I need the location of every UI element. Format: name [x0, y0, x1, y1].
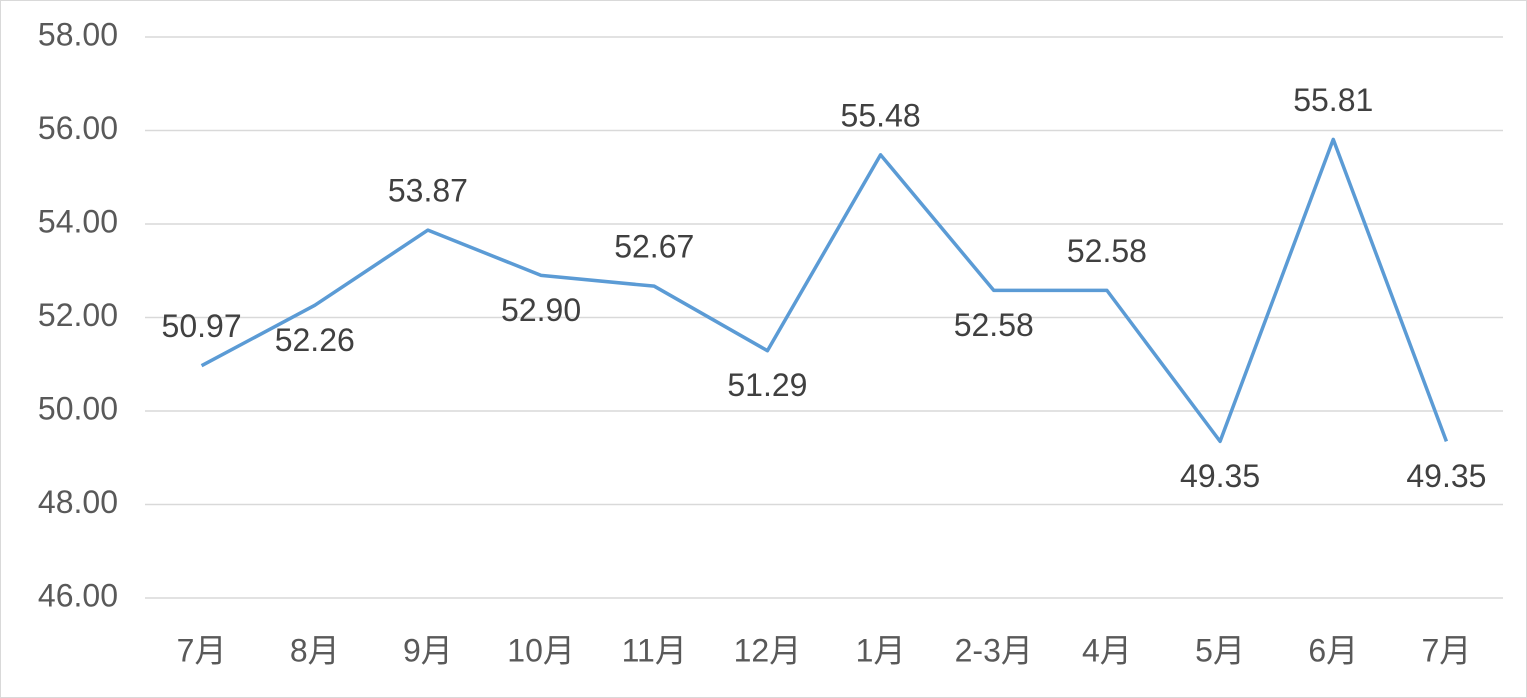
data-label: 52.90 [501, 292, 581, 328]
x-tick-label: 7月 [177, 632, 227, 668]
x-tick-label: 8月 [290, 632, 340, 668]
data-label: 51.29 [727, 367, 807, 403]
data-label: 53.87 [388, 173, 468, 209]
data-label: 52.58 [954, 307, 1034, 343]
y-tick-label: 54.00 [38, 203, 118, 239]
y-tick-label: 50.00 [38, 390, 118, 426]
data-label: 52.67 [614, 229, 694, 265]
y-tick-label: 52.00 [38, 297, 118, 333]
x-tick-label: 2-3月 [955, 632, 1033, 668]
y-tick-label: 48.00 [38, 484, 118, 520]
x-tick-label: 1月 [856, 632, 906, 668]
y-tick-label: 58.00 [38, 16, 118, 52]
x-tick-label: 6月 [1308, 632, 1358, 668]
x-tick-label: 11月 [622, 632, 687, 668]
y-tick-label: 56.00 [38, 110, 118, 146]
y-tick-label: 46.00 [38, 577, 118, 613]
x-tick-label: 4月 [1082, 632, 1132, 668]
data-label: 52.58 [1067, 233, 1147, 269]
x-tick-label: 9月 [403, 632, 453, 668]
x-tick-label: 7月 [1422, 632, 1472, 668]
data-label: 50.97 [162, 308, 242, 344]
x-tick-label: 10月 [507, 632, 575, 668]
data-label: 49.35 [1406, 458, 1486, 494]
data-label: 55.48 [841, 97, 921, 133]
line [200, 137, 1449, 444]
x-tick-label: 5月 [1195, 632, 1245, 668]
data-label: 52.26 [275, 322, 355, 358]
x-tick-label: 12月 [734, 632, 802, 668]
data-label: 55.81 [1293, 82, 1373, 118]
data-label: 49.35 [1180, 458, 1260, 494]
